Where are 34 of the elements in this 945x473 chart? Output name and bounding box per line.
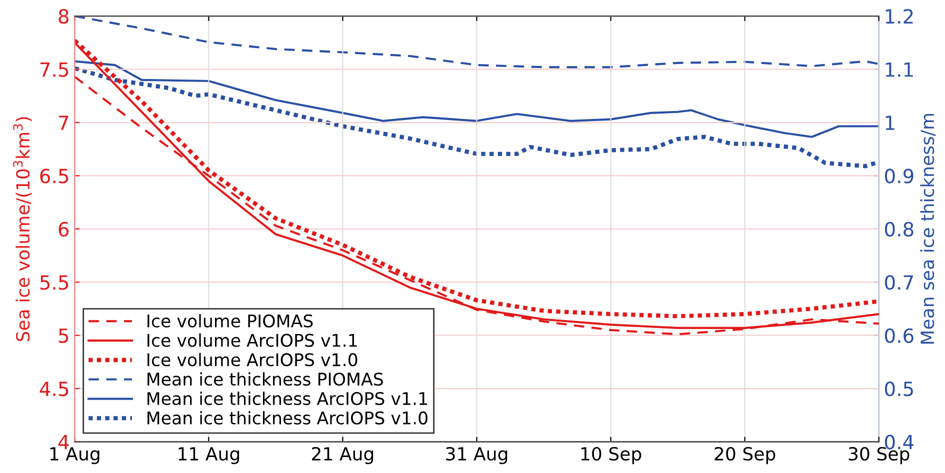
- legend-label: Ice volume ArcIOPS v1.0: [148, 352, 358, 366]
- y2-tick-label: 0.8: [884, 222, 914, 237]
- x-tick-label: 30 Sep: [848, 446, 910, 464]
- x-tick-label: 31 Aug: [446, 446, 508, 464]
- y-tick-label: 6: [58, 222, 69, 237]
- y-tick-label: 4: [58, 434, 69, 450]
- y-tick-label: 6.5: [40, 168, 68, 184]
- legend-label: Mean ice thickness PIOMAS: [148, 372, 383, 386]
- y2-tick-label: 0.6: [884, 328, 914, 344]
- y-axis-title: Sea ice volume/(10$^{3}$km$^{3}$): [13, 117, 32, 342]
- x-tick-label: 20 Sep: [714, 446, 776, 464]
- y2-tick-label: 1: [886, 116, 894, 130]
- legend-label: Ice volume PIOMAS: [148, 314, 313, 328]
- y2-tick-label: 0.7: [884, 275, 913, 290]
- legend-label: Ice volume ArcIOPS v1.1: [148, 333, 357, 347]
- y-tick-label: 5.5: [40, 275, 68, 290]
- x-tick-label: 21 Aug: [312, 446, 374, 464]
- y-tick-label: 7.5: [40, 62, 68, 77]
- y-tick-label: 8: [58, 9, 68, 24]
- x-tick-label: 10 Sep: [581, 446, 642, 464]
- y2-tick-label: 0.5: [884, 382, 913, 396]
- y2-tick-label: 1.1: [886, 62, 913, 77]
- y2-tick-label: 0.9: [884, 168, 914, 184]
- y2-axis-title: Mean sea ice thickness/m: [920, 114, 936, 344]
- legend-label: Mean ice thickness ArcIOPS v1.1: [148, 392, 427, 406]
- y-tick-label: 4.5: [40, 382, 68, 396]
- x-tick-label: 1 Aug: [50, 447, 100, 464]
- legend-label: Mean ice thickness ArcIOPS v1.0: [148, 411, 428, 425]
- y-tick-label: 5: [58, 328, 68, 344]
- y-tick-label: 7: [59, 116, 68, 130]
- line-series: [74, 16, 879, 68]
- x-tick-label: 11 Aug: [178, 447, 240, 464]
- y2-tick-label: 1.2: [886, 9, 913, 24]
- y2-tick-label: 0.4: [884, 434, 914, 450]
